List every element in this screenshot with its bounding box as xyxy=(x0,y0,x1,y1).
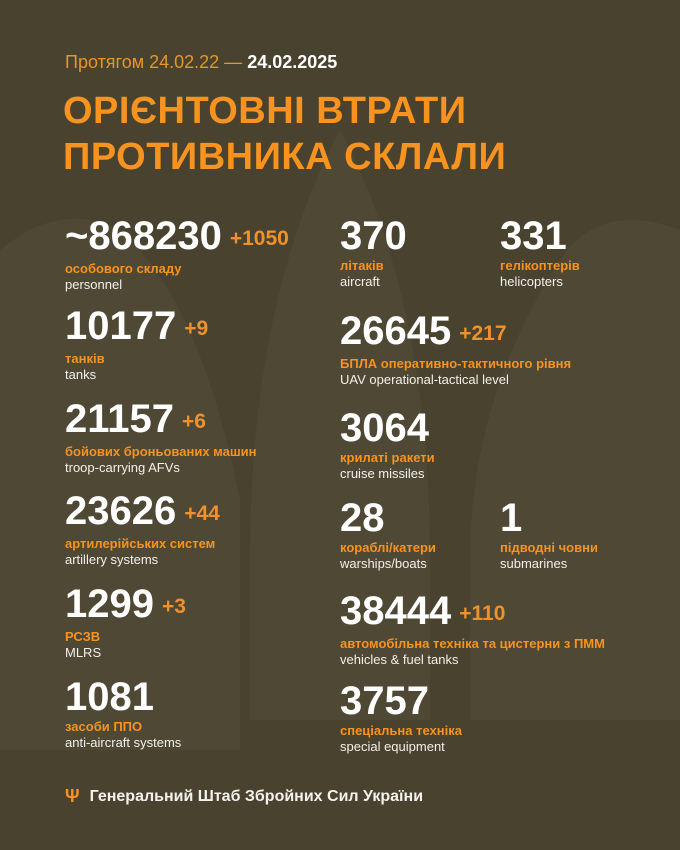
stat-value: 3064 xyxy=(340,406,429,450)
stat-label-en: submarines xyxy=(500,556,568,571)
stat-value: 23626 +44 xyxy=(65,489,220,533)
stat-label-en: troop-carrying AFVs xyxy=(65,460,180,475)
stat-label-ua: гелікоптерів xyxy=(500,258,580,273)
footer: Ψ Генеральний Штаб Збройних Сил України xyxy=(65,786,424,806)
stat-value: ~868230 +1050 xyxy=(65,214,289,258)
stat-label-en: special equipment xyxy=(340,739,445,754)
stat-delta: +9 xyxy=(184,317,209,340)
stat-label-ua: підводні човни xyxy=(500,540,598,555)
stat-special-equipment: 3757 спеціальна техніка special equipmen… xyxy=(340,680,462,755)
stat-label-en: vehicles & fuel tanks xyxy=(340,652,459,667)
stat-label-en: artillery systems xyxy=(65,552,159,567)
stat-delta: +1050 xyxy=(229,227,289,250)
page-title: ОРІЄНТОВНІ ВТРАТИ ПРОТИВНИКА СКЛАЛИ xyxy=(63,90,507,178)
stat-label-ua: автомобільна техніка та цистерни з ПММ xyxy=(340,636,605,651)
stat-value: 38444 +110 xyxy=(340,589,506,633)
stat-label-ua: РСЗВ xyxy=(65,629,101,644)
stat-value: 1081 xyxy=(65,675,154,719)
trident-icon: Ψ xyxy=(65,786,80,806)
stat-cruise-missiles: 3064 крилаті ракети cruise missiles xyxy=(340,407,435,482)
stat-value: 26645 +217 xyxy=(340,309,507,353)
stat-delta: +217 xyxy=(459,322,507,345)
stat-value: 10177 +9 xyxy=(65,304,209,348)
stat-submarines: 1 підводні човни submarines xyxy=(500,497,598,572)
stat-label-ua: літаків xyxy=(340,258,384,273)
stat-label-en: cruise missiles xyxy=(340,466,425,481)
stat-label-en: anti-aircraft systems xyxy=(65,735,182,750)
stat-mlrs: 1299 +3 РСЗВ MLRS xyxy=(65,583,186,661)
stat-delta: +44 xyxy=(184,502,220,525)
stat-delta: +110 xyxy=(459,602,506,625)
stat-label-en: aircraft xyxy=(340,274,380,289)
stat-label-ua: особового складу xyxy=(65,261,182,276)
stat-artillery-systems: 23626 +44 артилерійських систем artillery… xyxy=(65,490,220,568)
stat-troop-carrying-afvs: 21157 +6 бойових броньованих машин troop-… xyxy=(65,398,257,476)
stat-value: 1 xyxy=(500,496,523,540)
stat-uav-operational-tactical-level: 26645 +217 БПЛА оперативно-тактичного рів… xyxy=(340,310,571,388)
stat-label-ua: кораблі/катери xyxy=(340,540,436,555)
stat-label-ua: танків xyxy=(65,351,105,366)
stat-label-ua: бойових броньованих машин xyxy=(65,444,257,459)
stat-aircraft: 370 літаків aircraft xyxy=(340,215,407,290)
stat-label-en: tanks xyxy=(65,367,97,382)
stat-personnel: ~868230 +1050 особового складу personnel xyxy=(65,215,289,293)
stat-label-ua: БПЛА оперативно-тактичного рівня xyxy=(340,356,572,371)
stat-value: 331 xyxy=(500,214,567,258)
stat-warships-boats: 28 кораблі/катери warships/boats xyxy=(340,497,436,572)
stat-label-en: UAV operational-tactical level xyxy=(340,372,509,387)
stat-label-en: warships/boats xyxy=(340,556,427,571)
stat-label-ua: засоби ППО xyxy=(65,719,143,734)
stat-delta: +3 xyxy=(161,595,186,618)
stat-value: 28 xyxy=(340,496,385,540)
stat-label-ua: крилаті ракети xyxy=(340,450,435,465)
stat-value: 3757 xyxy=(340,679,429,723)
stat-label-ua: спеціальна техніка xyxy=(340,723,462,738)
stat-value: 1299 +3 xyxy=(65,582,186,626)
stat-anti-aircraft-systems: 1081 засоби ППО anti-aircraft systems xyxy=(65,676,181,751)
stat-delta: +6 xyxy=(182,410,206,433)
stat-vehicles-fuel-tanks: 38444 +110 автомобільна техніка та цистер… xyxy=(340,590,605,668)
stat-label-ua: артилерійських систем xyxy=(65,536,216,551)
stat-helicopters: 331 гелікоптерів helicopters xyxy=(500,215,580,290)
period-subtitle: Протягом 24.02.22 — 24.02.2025 xyxy=(65,52,338,72)
stat-label-en: helicopters xyxy=(500,274,563,289)
stat-tanks: 10177 +9 танків tanks xyxy=(65,305,208,383)
stat-value: 370 xyxy=(340,214,407,258)
stat-label-en: MLRS xyxy=(65,645,102,660)
stat-label-en: personnel xyxy=(65,277,123,292)
stat-value: 21157 +6 xyxy=(65,397,206,441)
